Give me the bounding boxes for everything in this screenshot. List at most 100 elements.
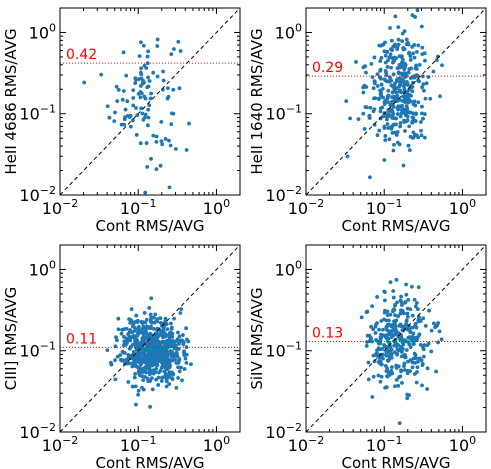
y-tick-label: 10−1	[19, 340, 56, 361]
data-point	[419, 133, 424, 138]
data-point	[402, 118, 406, 123]
data-point	[396, 25, 401, 30]
ticks	[59, 7, 241, 196]
data-point	[180, 338, 184, 343]
data-point	[127, 115, 132, 120]
data-point	[132, 375, 137, 380]
data-point	[147, 370, 152, 375]
data-point	[396, 37, 401, 42]
data-point	[167, 382, 172, 387]
data-point	[413, 66, 418, 71]
x-tick-label: 100	[449, 434, 476, 455]
data-point	[107, 115, 112, 120]
data-point	[381, 114, 386, 119]
data-point	[159, 139, 164, 144]
data-point	[122, 334, 126, 339]
median-label: 0.11	[66, 331, 97, 347]
data-point	[404, 37, 409, 42]
data-point	[391, 72, 396, 77]
data-point	[158, 316, 163, 320]
data-point	[141, 43, 146, 48]
data-point	[113, 377, 118, 382]
data-point	[177, 86, 182, 91]
data-point	[390, 123, 395, 128]
data-point	[382, 126, 387, 130]
data-point	[375, 133, 380, 138]
data-point	[378, 347, 382, 352]
y-axis-label: HeII 1640 RMS/AVG	[248, 28, 266, 174]
data-point	[387, 137, 392, 142]
data-point	[417, 316, 421, 321]
y-tick-label: 100	[29, 258, 56, 279]
data-point	[128, 328, 133, 332]
data-point	[394, 377, 399, 382]
data-point	[394, 365, 399, 370]
data-point	[120, 349, 125, 354]
data-point	[413, 360, 417, 365]
data-point	[396, 70, 401, 75]
data-point	[415, 301, 419, 305]
data-point	[383, 334, 388, 339]
data-point	[410, 136, 415, 140]
data-point	[400, 303, 404, 308]
data-point	[373, 96, 378, 100]
data-point	[410, 119, 415, 124]
data-point	[419, 120, 423, 124]
data-point	[378, 88, 383, 93]
data-point	[134, 402, 138, 407]
data-point	[383, 134, 388, 138]
data-point	[396, 104, 401, 109]
data-point	[166, 344, 171, 349]
data-point	[138, 373, 142, 378]
data-point	[148, 96, 153, 101]
data-point	[383, 363, 388, 368]
data-point	[180, 333, 185, 337]
data-point	[159, 120, 164, 124]
data-point	[149, 333, 154, 338]
y-axis-label: HeII 4686 RMS/AVG	[2, 28, 20, 174]
data-point	[372, 81, 377, 86]
data-point	[410, 365, 415, 370]
data-point	[390, 328, 395, 333]
data-point	[122, 117, 127, 122]
data-point	[408, 110, 413, 115]
data-point	[161, 353, 166, 358]
data-point	[139, 328, 144, 333]
data-point	[398, 124, 403, 129]
data-point	[386, 318, 391, 323]
x-tick-label: 10−2	[288, 434, 325, 455]
data-point	[131, 103, 136, 108]
data-point	[391, 289, 396, 293]
data-point	[138, 84, 143, 88]
data-point	[412, 372, 417, 376]
data-point	[168, 330, 173, 335]
data-point	[125, 99, 130, 104]
data-point	[116, 87, 121, 92]
data-point	[153, 312, 158, 317]
axes-frame	[59, 7, 241, 196]
data-point	[411, 130, 416, 135]
data-point	[385, 122, 390, 126]
data-point	[145, 165, 150, 169]
data-point	[414, 63, 419, 68]
data-point	[415, 335, 420, 340]
data-point	[178, 49, 183, 53]
data-point	[177, 357, 182, 362]
data-point	[142, 354, 147, 359]
data-point	[167, 138, 171, 143]
data-point	[142, 335, 147, 340]
data-point	[139, 40, 143, 45]
data-point	[379, 362, 384, 367]
data-point	[145, 54, 150, 59]
data-point	[393, 313, 397, 318]
data-point	[397, 421, 402, 426]
data-point	[124, 357, 128, 362]
data-point	[131, 322, 136, 326]
data-point	[380, 105, 385, 110]
data-point	[428, 96, 433, 101]
data-point	[386, 112, 391, 117]
data-point	[359, 315, 364, 320]
data-point	[381, 95, 385, 100]
data-point	[413, 353, 418, 358]
data-point	[429, 349, 434, 354]
